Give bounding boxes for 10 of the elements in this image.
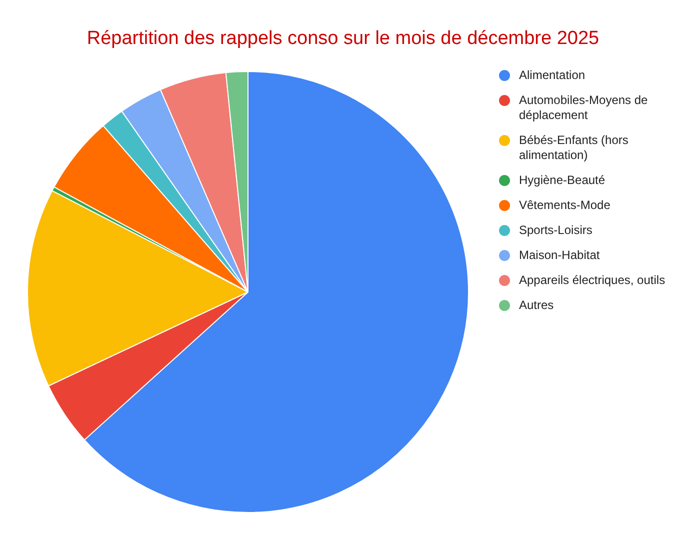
legend-label: Vêtements-Mode [519, 198, 610, 213]
legend-label: Automobiles-Moyens de déplacement [519, 93, 649, 123]
legend-label: Maison-Habitat [519, 248, 600, 263]
legend-label: Alimentation [519, 68, 586, 83]
legend-label: Hygiène-Beauté [519, 173, 606, 188]
legend-label: Autres [519, 298, 554, 313]
chart-title: Répartition des rappels conso sur le mois de décembre 2025 [86, 28, 600, 50]
legend-label: Sports-Loisirs [519, 223, 592, 238]
legend-label: Appareils électriques, outils [519, 273, 666, 288]
legend-label: Bébés-Enfants (hors alimentation) [519, 133, 630, 163]
